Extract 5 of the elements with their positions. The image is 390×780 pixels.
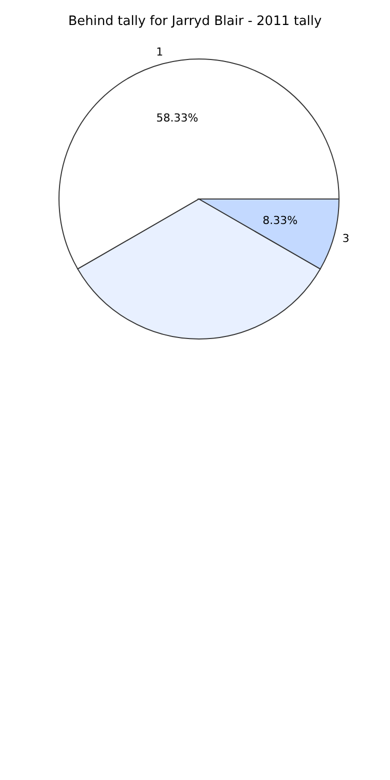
slice-label: 3 [342, 232, 350, 245]
chart-title: Behind tally for Jarryd Blair - 2011 tally [67, 14, 323, 31]
data-label: 58.33% [156, 111, 198, 124]
slice-label: 1 [156, 46, 164, 59]
data-label: 8.33% [262, 214, 298, 228]
